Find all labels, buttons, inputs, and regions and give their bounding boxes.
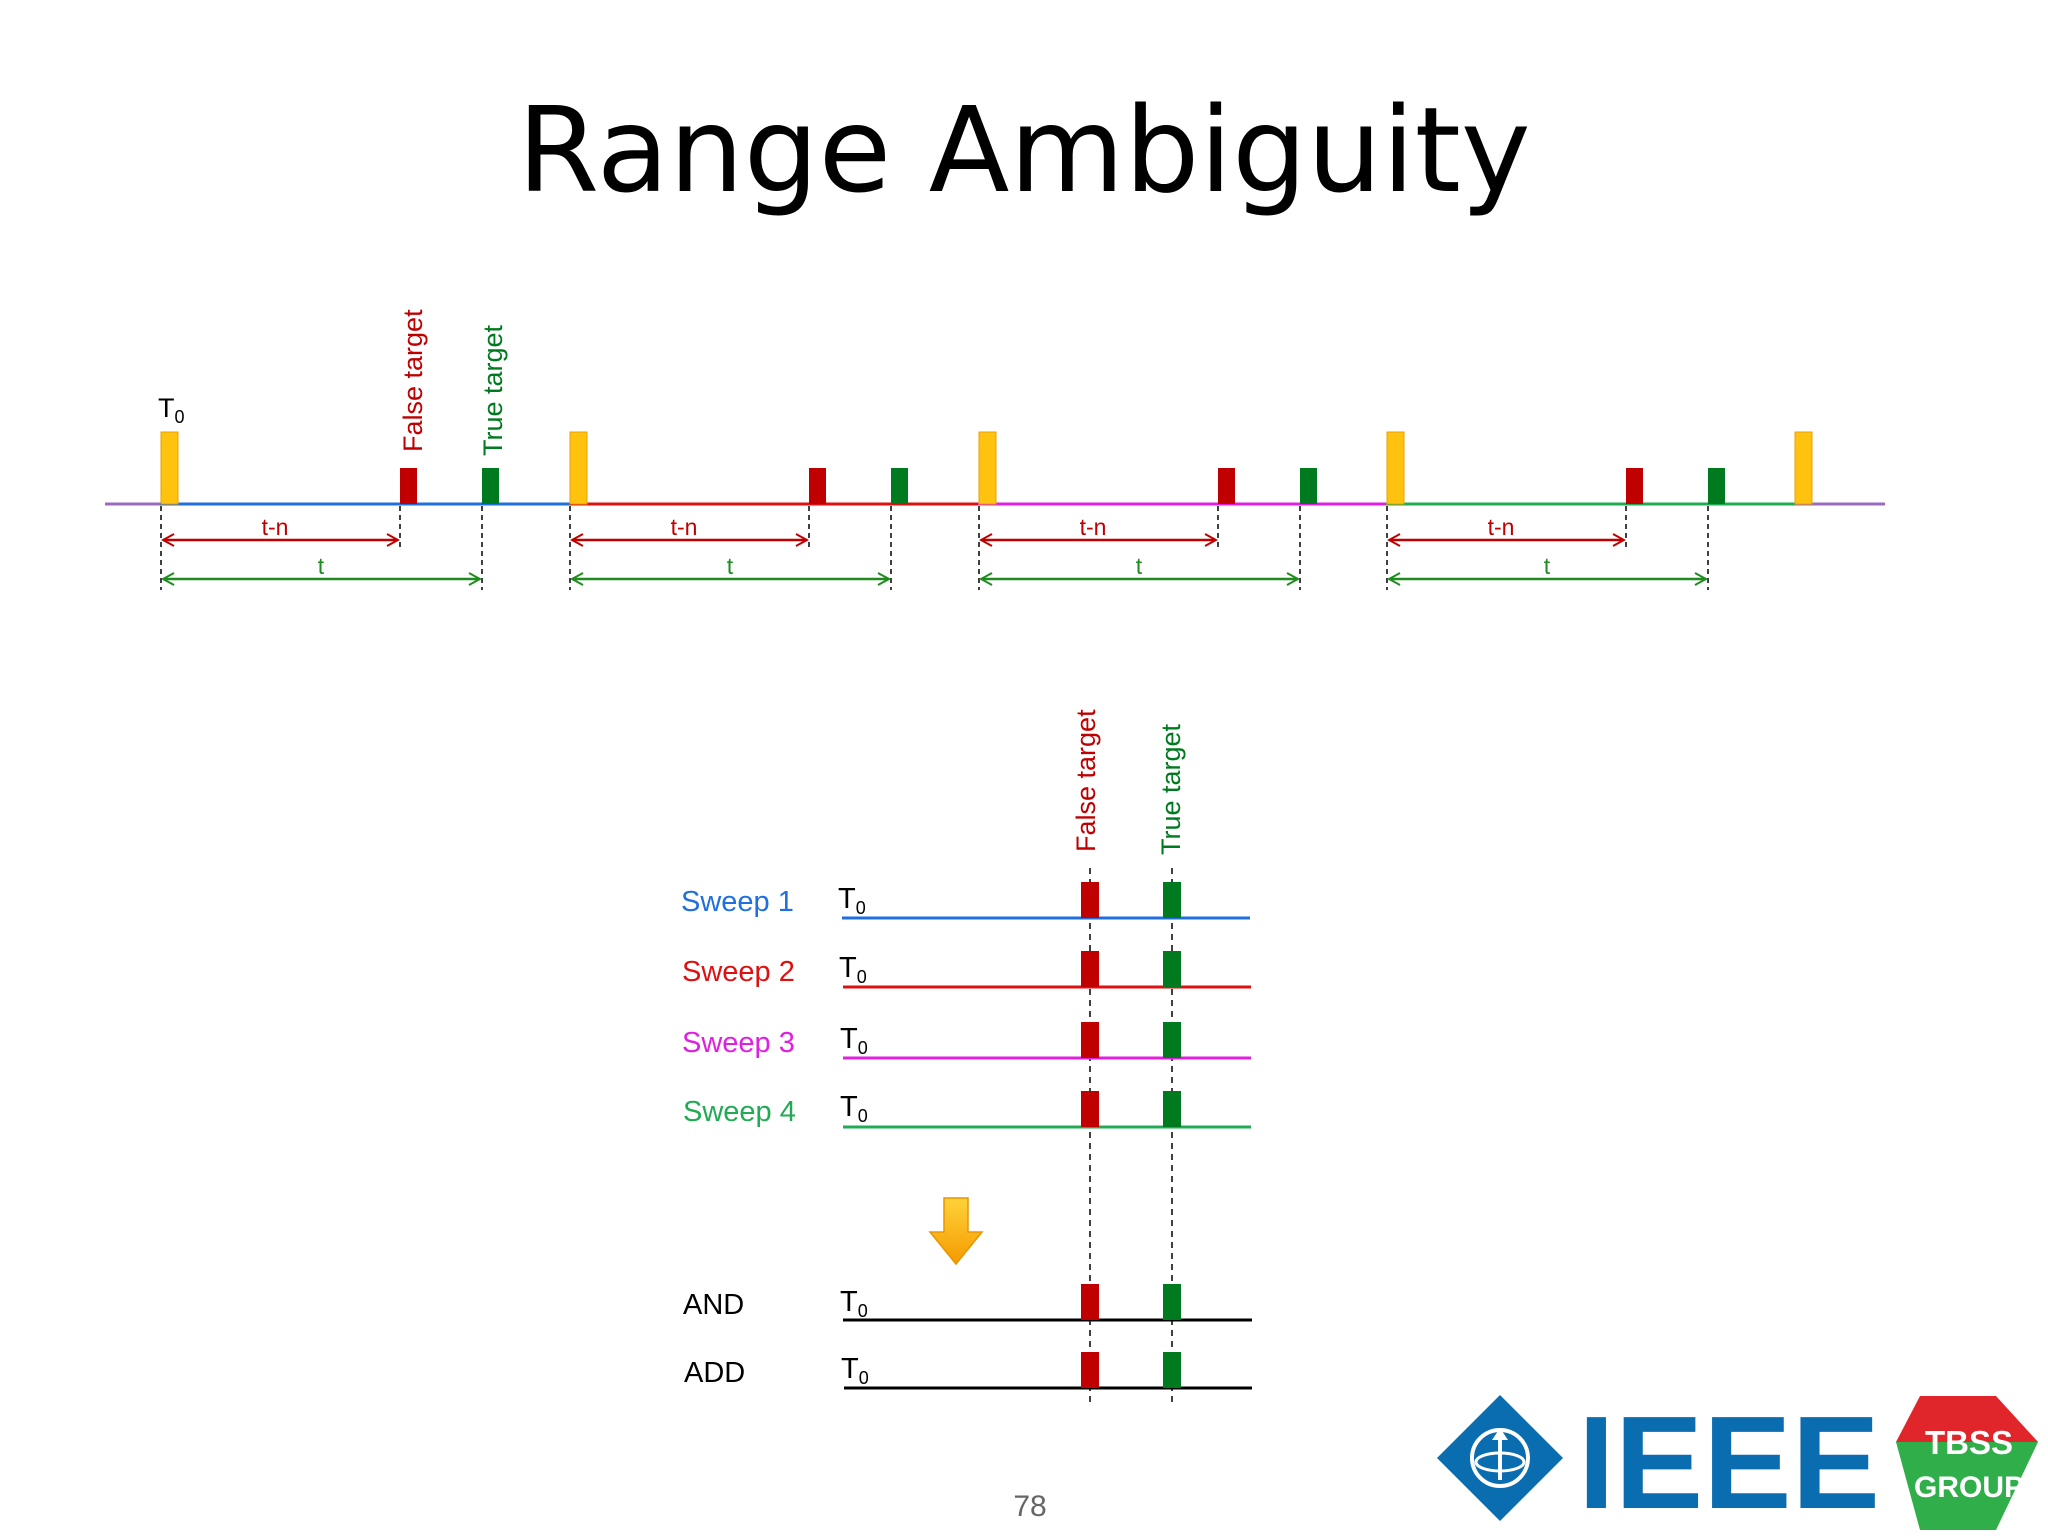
true-target-echo — [1163, 882, 1181, 918]
tn-label: t-n — [1080, 514, 1107, 540]
true-target-echo — [891, 468, 908, 504]
t-label: t — [1544, 553, 1551, 579]
tn-label: t-n — [1488, 514, 1515, 540]
false-target-echo — [1081, 882, 1099, 918]
true-target-echo — [1163, 1091, 1181, 1127]
transmit-pulse — [1794, 431, 1813, 505]
t0-label: T0 — [840, 1023, 868, 1058]
t-label: t — [1136, 553, 1143, 579]
slide-title: Range Ambiguity — [517, 81, 1531, 219]
false-target-echo — [1081, 1352, 1099, 1388]
time-guides — [160, 506, 1709, 590]
false-target-echo — [1218, 468, 1235, 504]
false-target-echo — [1081, 1284, 1099, 1320]
t-label: t — [727, 553, 734, 579]
false-target-label: False target — [398, 309, 428, 452]
t0-label: T0 — [839, 952, 867, 987]
page-number: 78 — [1013, 1490, 1047, 1523]
false-target-echo — [1081, 1022, 1099, 1058]
true-target-echo — [482, 468, 499, 504]
tn-label: t-n — [671, 514, 698, 540]
true-target-echo — [1163, 1284, 1181, 1320]
tbss-text: TBSS — [1925, 1424, 2013, 1461]
false-target-label: False target — [1071, 709, 1101, 852]
row-label-and: AND — [683, 1289, 744, 1321]
t0-label: T0 — [840, 1286, 868, 1321]
false-target-echo — [1626, 468, 1643, 504]
true-target-echo — [1300, 468, 1317, 504]
t0-label: T0 — [158, 393, 185, 427]
tbss-group-logo: TBSS GROUP — [1896, 1396, 2038, 1530]
group-text: GROUP — [1914, 1471, 2024, 1504]
transmit-pulse — [569, 431, 588, 505]
false-target-echo — [1081, 951, 1099, 987]
row-label-sweep-1: Sweep 1 — [681, 886, 794, 918]
target-guides — [1089, 868, 1173, 1405]
true-target-echo — [1163, 951, 1181, 987]
ieee-logo: IEEE — [1437, 1389, 1880, 1536]
down-arrow-icon — [928, 1197, 984, 1266]
false-target-echo — [809, 468, 826, 504]
ieee-wordmark: IEEE — [1578, 1389, 1880, 1536]
true-target-label: True target — [1156, 723, 1186, 855]
row-label-add: ADD — [684, 1357, 745, 1389]
t0-label: T0 — [838, 883, 866, 918]
sweep-integration-diagram: False target True target Sweep 1 Sweep 2… — [681, 709, 1252, 1405]
false-target-echo — [400, 468, 417, 504]
false-target-echo — [1081, 1091, 1099, 1127]
top-timeline: T0 False target True target t-n t-n t — [105, 309, 1885, 590]
true-target-echo — [1708, 468, 1725, 504]
row-label-sweep-4: Sweep 4 — [683, 1096, 796, 1128]
t0-label: T0 — [840, 1091, 868, 1126]
transmit-pulse — [160, 431, 179, 505]
row-label-sweep-2: Sweep 2 — [682, 956, 795, 988]
true-target-label: True target — [478, 324, 508, 456]
transmit-pulse — [1386, 431, 1405, 505]
t-label: t — [318, 553, 325, 579]
transmit-pulse — [978, 431, 997, 505]
t0-label: T0 — [841, 1353, 869, 1388]
row-label-sweep-3: Sweep 3 — [682, 1027, 795, 1059]
tn-label: t-n — [262, 514, 289, 540]
true-target-echo — [1163, 1022, 1181, 1058]
true-target-echo — [1163, 1352, 1181, 1388]
